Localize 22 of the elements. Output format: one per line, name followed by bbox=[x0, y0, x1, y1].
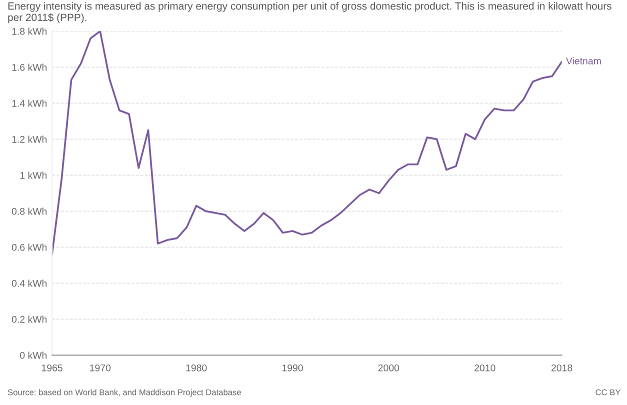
y-tick-label: 1.8 kWh bbox=[12, 28, 47, 35]
x-tick-label: 1965 bbox=[42, 364, 62, 372]
text: CC BY bbox=[596, 389, 621, 396]
y-tick-label: 1.4 kWh bbox=[12, 100, 47, 107]
y-tick-label: 1.6 kWh bbox=[12, 64, 47, 71]
y-tick-label: 1 kWh bbox=[20, 172, 47, 179]
series-label: Vietnam bbox=[566, 57, 601, 64]
y-tick-label: 0.8 kWh bbox=[12, 208, 47, 215]
line-series bbox=[52, 31, 562, 256]
x-tick-label: 2010 bbox=[474, 364, 496, 372]
x-tick-label: 2018 bbox=[551, 364, 572, 372]
x-tick-label: 1990 bbox=[282, 364, 303, 372]
y-tick-label: 0.2 kWh bbox=[12, 316, 47, 323]
y-tick-label: 0.6 kWh bbox=[12, 244, 47, 251]
y-tick-label: 0.4 kWh bbox=[12, 280, 47, 287]
y-tick-label: 1.2 kWh bbox=[12, 136, 47, 143]
x-tick-label: 1980 bbox=[186, 364, 207, 372]
chart-subtitle: Energy intensity is measured as primary energy consumption per unit of gross domestic product. This is measured in kilowatt hours per 2011$ (PPP). bbox=[8, 2, 612, 24]
source-note: Source: based on World Bank, and Maddison Project Database bbox=[8, 389, 241, 397]
x-tick-label: 2000 bbox=[378, 364, 400, 372]
x-tick-label: 1970 bbox=[90, 364, 111, 372]
y-tick-label: 0 kWh bbox=[20, 352, 47, 359]
